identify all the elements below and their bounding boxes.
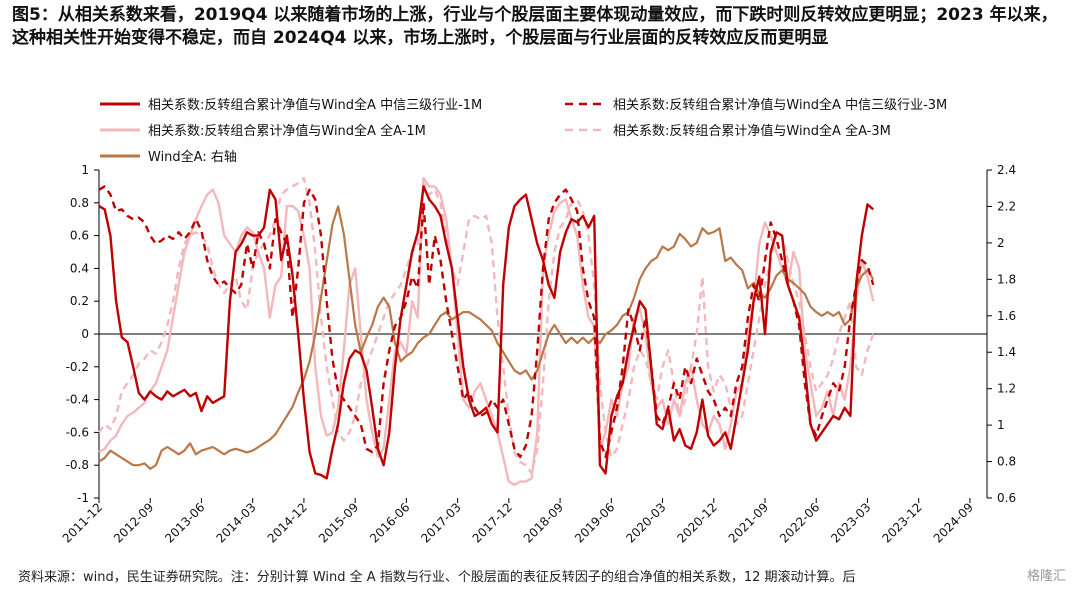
legend-label-stk_1m: 相关系数:反转组合累计净值与Wind全A 全A-1M bbox=[148, 123, 426, 139]
x-tick-label: 2017-12 bbox=[470, 500, 515, 545]
left-y-tick-label: -0.4 bbox=[66, 393, 89, 407]
x-tick-label: 2020-03 bbox=[623, 500, 668, 545]
legend-label-wind: Wind全A: 右轴 bbox=[148, 149, 237, 165]
legend-label-ind_3m: 相关系数:反转组合累计净值与Wind全A 中信三级行业-3M bbox=[613, 97, 947, 113]
right-y-tick-label: 1.4 bbox=[997, 345, 1016, 359]
right-y-tick-label: 1.6 bbox=[997, 309, 1016, 323]
right-y-tick-label: 1.8 bbox=[997, 272, 1016, 286]
x-tick-label: 2024-09 bbox=[931, 500, 976, 545]
chart-series bbox=[98, 177, 875, 487]
left-y-axis-tick-labels: 1 0.8 0.6 0.4 0.2 0 -0.2 -0.4 -0.6 -0.8 -1 bbox=[66, 163, 89, 505]
x-tick-label: 2021-09 bbox=[726, 500, 771, 545]
series-line-stk_3m bbox=[98, 177, 875, 475]
x-tick-label: 2019-06 bbox=[572, 500, 617, 545]
left-y-tick-label: -0.8 bbox=[66, 458, 89, 472]
x-tick-label: 2022-06 bbox=[777, 500, 822, 545]
left-y-tick-label: -1 bbox=[77, 491, 89, 505]
left-y-tick-label: 0.6 bbox=[70, 229, 89, 243]
series-line-wind bbox=[98, 205, 875, 470]
right-y-tick-label: 2.2 bbox=[997, 199, 1016, 213]
x-tick-label: 2023-12 bbox=[879, 500, 924, 545]
x-axis-tick-labels: 2011-12 2012-09 2013-06 2014-03 2014-12 2015-… bbox=[60, 498, 976, 546]
left-y-tick-label: -0.6 bbox=[66, 425, 89, 439]
left-y-tick-label: 1 bbox=[81, 163, 89, 177]
left-y-tick-label: 0.8 bbox=[70, 196, 89, 210]
right-y-tick-label: 0.8 bbox=[997, 455, 1016, 469]
source-footnote: 资料来源：wind，民生证券研究院。注：分别计算 Wind 全 A 指数与行业、… bbox=[18, 570, 856, 585]
legend-label-ind_1m: 相关系数:反转组合累计净值与Wind全A 中信三级行业-1M bbox=[148, 97, 482, 113]
series-line-ind_3m bbox=[98, 185, 875, 459]
left-y-tick-label: 0.4 bbox=[70, 261, 89, 275]
x-tick-label: 2017-03 bbox=[418, 500, 463, 545]
left-y-tick-label: 0.2 bbox=[70, 294, 89, 308]
right-y-axis-tick-labels: 2.4 2.2 2 1.8 1.6 1.4 1.2 1 0.8 0.6 bbox=[997, 163, 1016, 505]
x-tick-label: 2012-09 bbox=[111, 500, 156, 545]
right-y-tick-label: 2.4 bbox=[997, 163, 1016, 177]
x-tick-label: 2014-03 bbox=[213, 500, 258, 545]
x-tick-label: 2014-12 bbox=[265, 500, 310, 545]
left-y-tick-label: -0.2 bbox=[66, 360, 89, 374]
x-tick-label: 2018-09 bbox=[521, 500, 566, 545]
left-y-tick-label: 0 bbox=[81, 327, 89, 341]
legend-label-stk_3m: 相关系数:反转组合累计净值与Wind全A 全A-3M bbox=[613, 123, 891, 139]
chart-axes bbox=[94, 169, 992, 499]
x-tick-label: 2016-06 bbox=[367, 500, 412, 545]
x-tick-label: 2020-12 bbox=[675, 500, 720, 545]
right-y-tick-label: 2 bbox=[997, 236, 1005, 250]
right-y-tick-label: 1.2 bbox=[997, 382, 1016, 396]
right-y-tick-label: 1 bbox=[997, 418, 1005, 432]
x-tick-label: 2015-09 bbox=[316, 500, 361, 545]
x-tick-label: 2011-12 bbox=[60, 500, 105, 545]
right-y-tick-label: 0.6 bbox=[997, 491, 1016, 505]
series-line-ind_1m bbox=[98, 185, 874, 480]
watermark: 格隆汇 bbox=[1026, 569, 1066, 584]
chart-legend: 相关系数:反转组合累计净值与Wind全A 中信三级行业-1M 相关系数:反转组合累… bbox=[100, 97, 947, 165]
x-tick-label: 2013-06 bbox=[162, 500, 207, 545]
figure-title: 图5：从相关系数来看，2019Q4 以来随着市场的上涨，行业与个股层面主要体现动… bbox=[12, 5, 1058, 48]
x-tick-label: 2023-03 bbox=[828, 500, 873, 545]
